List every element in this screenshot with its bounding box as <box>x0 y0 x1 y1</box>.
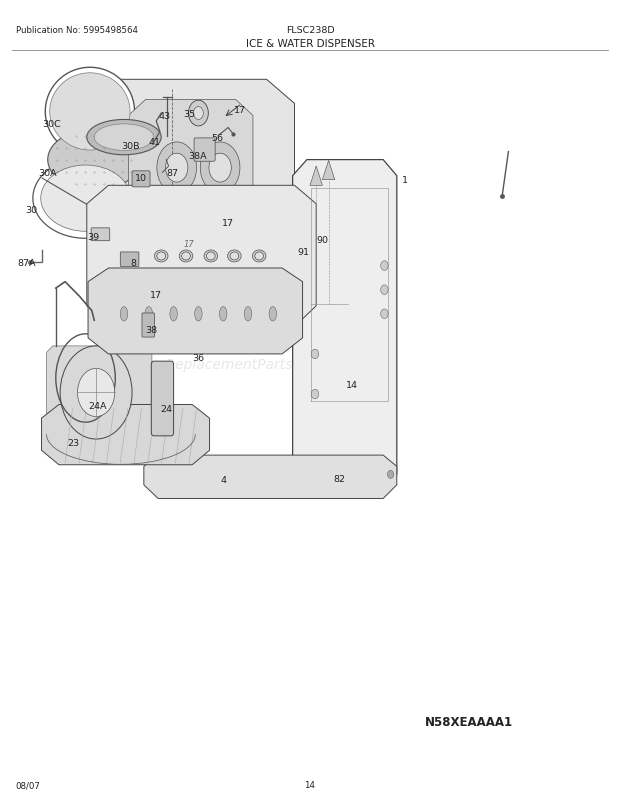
Text: 14: 14 <box>304 780 316 789</box>
Ellipse shape <box>230 253 239 261</box>
Ellipse shape <box>48 130 141 191</box>
FancyBboxPatch shape <box>151 362 174 436</box>
Text: 41: 41 <box>149 137 161 147</box>
Circle shape <box>311 350 319 359</box>
Polygon shape <box>128 100 253 217</box>
Ellipse shape <box>154 250 168 263</box>
Text: 43: 43 <box>158 111 170 121</box>
Polygon shape <box>88 269 303 354</box>
Circle shape <box>166 154 188 183</box>
Text: FLSC238D: FLSC238D <box>286 26 334 34</box>
Polygon shape <box>322 161 335 180</box>
Ellipse shape <box>157 253 166 261</box>
Polygon shape <box>144 456 397 499</box>
Ellipse shape <box>206 253 215 261</box>
Text: 4: 4 <box>220 475 226 484</box>
Text: ICE & WATER DISPENSER: ICE & WATER DISPENSER <box>246 38 374 48</box>
Ellipse shape <box>41 166 130 232</box>
Ellipse shape <box>94 124 154 151</box>
Text: 39: 39 <box>87 233 99 242</box>
Circle shape <box>311 390 319 399</box>
Text: 24A: 24A <box>88 401 107 411</box>
Text: Publication No: 5995498564: Publication No: 5995498564 <box>16 26 138 34</box>
FancyBboxPatch shape <box>194 139 215 162</box>
Polygon shape <box>293 160 397 491</box>
Ellipse shape <box>179 250 193 263</box>
Ellipse shape <box>120 307 128 322</box>
Text: 17: 17 <box>222 218 234 228</box>
Text: 17: 17 <box>234 105 246 115</box>
FancyBboxPatch shape <box>120 253 139 267</box>
Text: 90: 90 <box>316 236 328 245</box>
Ellipse shape <box>182 253 190 261</box>
Text: 30: 30 <box>25 205 37 215</box>
Ellipse shape <box>195 307 202 322</box>
Ellipse shape <box>87 120 161 156</box>
Circle shape <box>60 346 132 439</box>
Text: 10: 10 <box>135 173 147 183</box>
Ellipse shape <box>45 68 135 156</box>
Text: 17: 17 <box>184 240 195 249</box>
Text: 08/07: 08/07 <box>16 780 40 789</box>
Circle shape <box>200 143 240 194</box>
Text: N58XEAAAA1: N58XEAAAA1 <box>425 715 513 728</box>
Text: 38: 38 <box>146 326 158 335</box>
Ellipse shape <box>33 159 138 239</box>
Text: 23: 23 <box>67 438 79 448</box>
Circle shape <box>388 471 394 479</box>
Ellipse shape <box>244 307 252 322</box>
Circle shape <box>209 154 231 183</box>
Ellipse shape <box>269 307 277 322</box>
FancyBboxPatch shape <box>132 172 150 188</box>
Text: 56: 56 <box>211 133 223 143</box>
Text: eReplacementParts.com: eReplacementParts.com <box>157 358 327 372</box>
Circle shape <box>381 261 388 271</box>
Polygon shape <box>42 405 210 465</box>
Ellipse shape <box>204 250 218 263</box>
Polygon shape <box>87 186 316 327</box>
Ellipse shape <box>50 74 130 151</box>
Circle shape <box>381 286 388 295</box>
Ellipse shape <box>145 307 153 322</box>
Text: 14: 14 <box>346 380 358 390</box>
Circle shape <box>381 310 388 319</box>
Text: 35: 35 <box>183 109 195 119</box>
Circle shape <box>78 369 115 417</box>
Text: 1: 1 <box>402 176 408 185</box>
Polygon shape <box>46 346 152 423</box>
Circle shape <box>157 143 197 194</box>
Polygon shape <box>310 167 322 186</box>
Ellipse shape <box>170 307 177 322</box>
Text: 8: 8 <box>130 258 136 268</box>
Ellipse shape <box>228 250 241 263</box>
Ellipse shape <box>255 253 264 261</box>
Text: 36: 36 <box>192 353 205 363</box>
Circle shape <box>188 101 208 127</box>
FancyBboxPatch shape <box>91 229 110 241</box>
Text: 30B: 30B <box>121 141 140 151</box>
Polygon shape <box>78 80 294 249</box>
Circle shape <box>193 107 203 120</box>
Text: 17: 17 <box>150 290 162 300</box>
Ellipse shape <box>252 250 266 263</box>
Text: 30A: 30A <box>38 168 57 178</box>
Text: 82: 82 <box>334 474 345 484</box>
FancyBboxPatch shape <box>142 314 154 338</box>
Text: 30C: 30C <box>42 119 61 129</box>
Text: 91: 91 <box>298 248 309 257</box>
Text: 87A: 87A <box>17 258 36 268</box>
Text: 38A: 38A <box>188 152 206 161</box>
Text: 24: 24 <box>160 404 172 414</box>
Ellipse shape <box>219 307 227 322</box>
Text: 87: 87 <box>166 168 178 178</box>
